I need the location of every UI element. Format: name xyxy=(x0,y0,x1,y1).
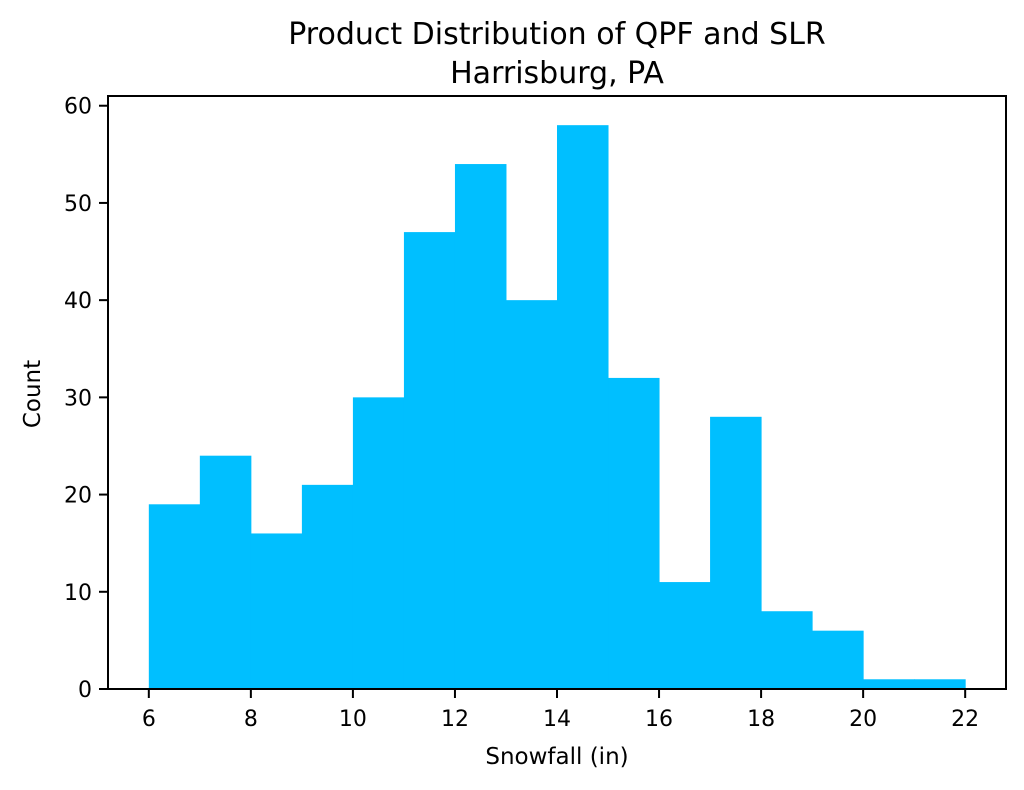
bars-group xyxy=(148,125,966,689)
y-axis-label: Count xyxy=(20,360,46,428)
histogram-bar xyxy=(352,397,405,689)
histogram-bar xyxy=(659,582,711,689)
histogram-bar xyxy=(557,125,609,689)
y-tick-label: 30 xyxy=(64,386,92,411)
histogram-bar xyxy=(710,416,762,689)
histogram-bar xyxy=(301,484,354,689)
plot-frame xyxy=(107,95,1007,690)
histogram-bar xyxy=(608,377,660,689)
x-tick-label: 20 xyxy=(849,707,877,732)
histogram-bar xyxy=(863,679,915,689)
y-tick-label: 40 xyxy=(64,289,92,314)
y-axis-ticks: 0 10 20 30 40 50 60 xyxy=(64,95,108,703)
x-tick-label: 8 xyxy=(244,707,258,732)
histogram-bar xyxy=(454,164,507,689)
x-tick-label: 22 xyxy=(951,707,979,732)
x-axis-ticks: 6 8 10 12 14 16 18 20 22 xyxy=(142,689,979,732)
chart-title: Product Distribution of QPF and SLR xyxy=(288,17,826,52)
x-tick-label: 12 xyxy=(441,707,469,732)
x-tick-label: 6 xyxy=(142,707,156,732)
x-axis-label: Snowfall (in) xyxy=(485,744,628,770)
x-tick-label: 18 xyxy=(747,707,775,732)
x-tick-label: 16 xyxy=(645,707,673,732)
y-tick-label: 10 xyxy=(64,581,92,606)
x-tick-label: 10 xyxy=(339,707,367,732)
y-tick-label: 50 xyxy=(64,192,92,217)
y-tick-label: 20 xyxy=(64,484,92,509)
histogram-bar xyxy=(505,300,558,689)
chart-subtitle: Harrisburg, PA xyxy=(450,56,664,91)
histogram-bar xyxy=(148,504,201,689)
histogram-bar xyxy=(761,611,813,689)
y-tick-label: 60 xyxy=(64,95,92,120)
histogram-bar xyxy=(199,455,252,689)
histogram-bar xyxy=(250,533,303,689)
histogram-bar xyxy=(812,630,864,689)
histogram-bar xyxy=(914,679,966,689)
x-tick-label: 14 xyxy=(543,707,571,732)
y-tick-label: 0 xyxy=(78,678,92,703)
histogram-bar xyxy=(403,232,456,689)
